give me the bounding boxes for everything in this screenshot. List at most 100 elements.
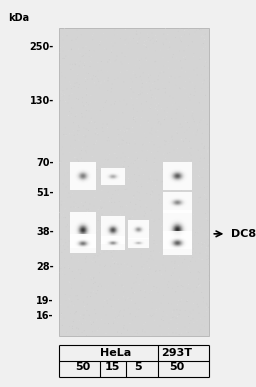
Point: [91, 187, 95, 193]
Point: [127, 34, 131, 40]
Point: [110, 238, 114, 245]
Point: [115, 329, 120, 335]
Point: [190, 164, 194, 171]
Point: [155, 241, 159, 248]
Point: [77, 267, 81, 273]
Point: [133, 119, 137, 125]
Point: [187, 320, 191, 327]
Point: [67, 296, 71, 302]
Point: [161, 212, 165, 218]
Point: [206, 237, 210, 243]
Point: [149, 101, 153, 108]
Point: [180, 330, 184, 336]
Point: [149, 332, 153, 338]
Point: [93, 131, 97, 137]
Point: [143, 210, 147, 216]
Point: [169, 301, 174, 307]
Point: [78, 127, 82, 134]
Point: [134, 201, 138, 207]
Point: [113, 98, 118, 104]
Point: [111, 260, 115, 266]
Point: [191, 254, 195, 260]
Point: [75, 301, 79, 308]
Point: [125, 324, 129, 330]
Point: [192, 176, 196, 182]
Point: [65, 116, 69, 122]
Point: [144, 63, 148, 69]
Point: [198, 55, 202, 61]
Point: [177, 331, 181, 337]
Point: [105, 121, 109, 127]
Point: [199, 111, 203, 118]
Point: [146, 233, 150, 239]
Point: [124, 36, 129, 42]
Point: [200, 289, 204, 296]
Point: [97, 325, 101, 331]
Point: [102, 200, 106, 206]
Point: [72, 247, 77, 253]
Point: [170, 259, 174, 265]
Point: [99, 98, 103, 104]
Point: [193, 83, 197, 89]
Point: [100, 184, 104, 190]
Point: [100, 80, 104, 86]
Point: [151, 300, 155, 306]
Point: [62, 199, 66, 205]
Point: [178, 48, 182, 54]
Text: 293T: 293T: [162, 348, 193, 358]
Point: [90, 329, 94, 335]
Point: [74, 112, 78, 118]
Point: [71, 303, 75, 309]
Point: [125, 101, 129, 107]
Point: [138, 234, 142, 240]
Point: [64, 132, 68, 139]
Point: [129, 130, 133, 136]
Point: [69, 105, 73, 111]
Point: [202, 192, 207, 198]
Point: [70, 325, 74, 332]
Point: [180, 211, 184, 217]
Point: [145, 147, 150, 153]
Point: [128, 226, 132, 232]
Point: [136, 184, 140, 190]
Point: [139, 115, 143, 121]
Point: [128, 311, 132, 317]
Point: [72, 101, 76, 108]
Point: [83, 199, 87, 205]
Point: [109, 303, 113, 310]
Point: [120, 204, 124, 210]
Point: [73, 154, 77, 161]
Point: [187, 110, 191, 116]
Point: [75, 161, 79, 167]
Point: [100, 236, 104, 242]
Point: [71, 170, 75, 176]
Point: [59, 301, 63, 307]
Point: [135, 309, 139, 315]
Point: [146, 221, 151, 228]
Point: [155, 36, 159, 43]
Point: [134, 313, 138, 320]
Point: [197, 276, 201, 282]
Point: [74, 267, 78, 273]
Point: [74, 309, 78, 315]
Point: [136, 165, 140, 171]
Point: [198, 250, 202, 256]
Point: [136, 155, 140, 161]
Point: [150, 270, 154, 276]
Point: [120, 133, 124, 139]
Point: [166, 46, 170, 52]
Point: [162, 41, 166, 48]
Point: [75, 156, 79, 162]
Point: [206, 279, 210, 285]
Point: [64, 224, 68, 230]
Point: [207, 78, 211, 84]
Point: [205, 300, 209, 306]
Point: [78, 51, 82, 57]
Point: [179, 137, 184, 143]
Point: [146, 272, 150, 279]
Point: [168, 74, 172, 80]
Point: [151, 257, 155, 263]
Point: [173, 100, 177, 106]
Point: [171, 270, 175, 276]
Point: [162, 69, 166, 75]
